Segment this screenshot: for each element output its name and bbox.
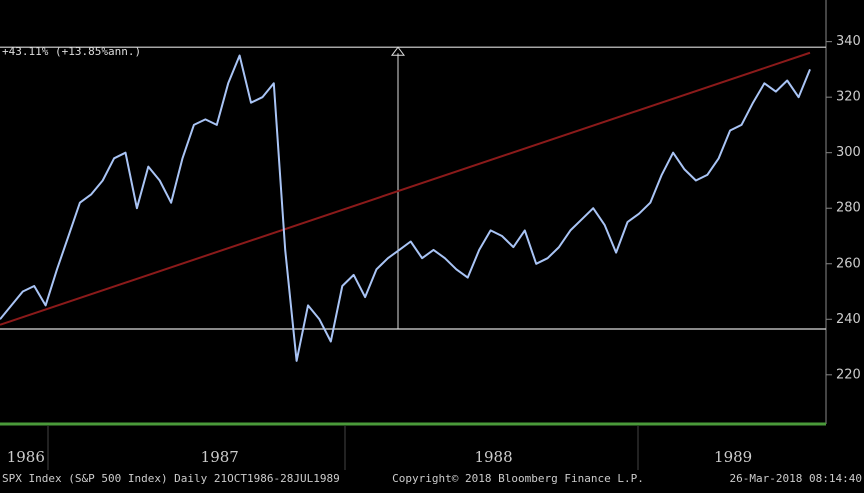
y-tick-label: 220 [836, 367, 861, 382]
y-tick-label: 260 [836, 256, 861, 271]
y-tick-label: 300 [836, 145, 861, 160]
price-line [0, 54, 811, 362]
x-tick-label: 1988 [474, 448, 512, 466]
footer-center: Copyright© 2018 Bloomberg Finance L.P. [392, 472, 644, 485]
trend-line [0, 51, 811, 326]
y-tick-label: 280 [836, 201, 861, 216]
annotation: +43.11% (+13.85%ann.) [2, 45, 141, 58]
footer-right: 26-Mar-2018 08:14:40 [730, 472, 862, 485]
x-tick-label: 1986 [7, 448, 45, 466]
y-tick-label: 240 [836, 312, 861, 327]
x-tick-label: 1987 [201, 448, 239, 466]
arrow-head [391, 46, 405, 56]
y-tick-label: 340 [836, 34, 861, 49]
y-tick-label: 320 [836, 90, 861, 105]
x-tick-label: 1989 [714, 448, 752, 466]
footer-left: SPX Index (S&P 500 Index) Daily 21OCT198… [2, 472, 340, 485]
